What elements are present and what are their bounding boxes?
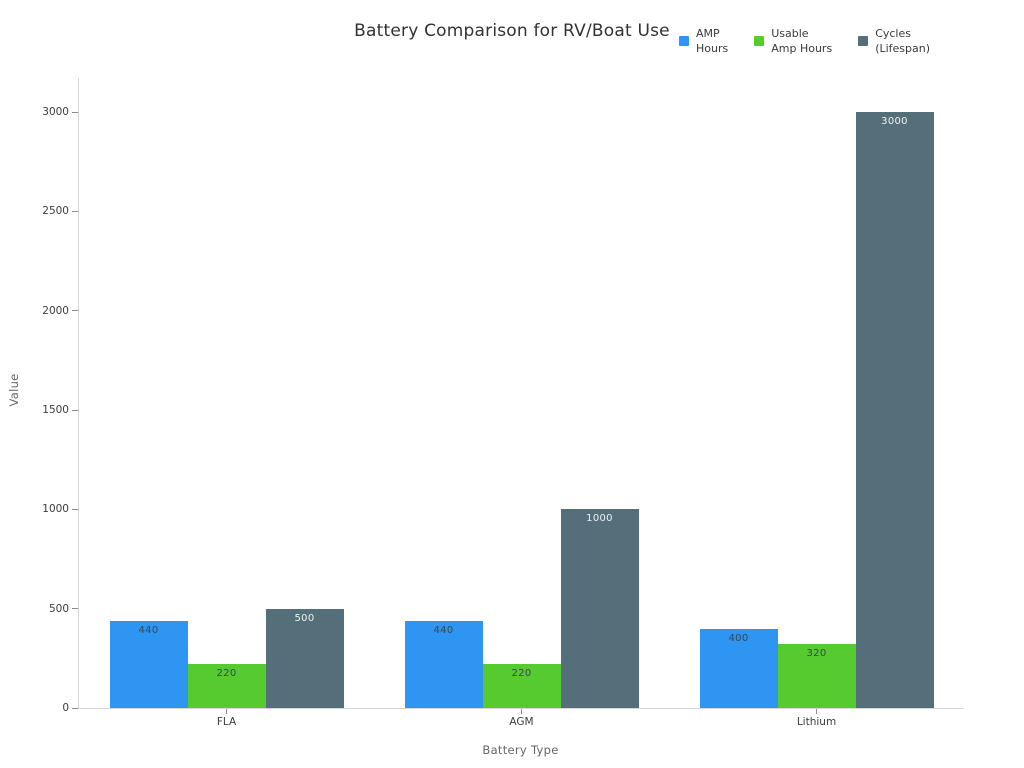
bar-value-label: 3000	[881, 116, 908, 127]
bar-value-label: 500	[294, 612, 315, 624]
bar-cycles-lifespan--fla: 500	[265, 608, 344, 708]
legend-label: Usable Amp Hours	[771, 27, 833, 55]
x-tick-label: AGM	[509, 716, 534, 728]
y-tick	[72, 111, 78, 113]
y-tick	[72, 508, 78, 510]
x-tick	[226, 709, 227, 714]
bar-amp-hours-agm: 440	[404, 620, 483, 708]
legend-label: Cycles (Lifespan)	[875, 27, 931, 55]
x-tick-label: FLA	[216, 716, 237, 728]
y-tick-label: 2000	[42, 304, 69, 317]
legend-item: Cycles (Lifespan)	[858, 26, 930, 56]
legend-label: AMP Hours	[696, 27, 729, 55]
x-tick	[521, 709, 522, 714]
y-tick	[72, 310, 78, 312]
legend-swatch-icon	[754, 36, 765, 46]
y-tick-label: 500	[48, 602, 69, 615]
bar-usable-amp-hours-lithium: 320	[777, 644, 856, 708]
bar-usable-amp-hours-agm: 220	[482, 664, 561, 708]
bar-value-label: 400	[728, 632, 749, 644]
x-tick-label: Lithium	[796, 716, 837, 728]
bar-value-label: 440	[138, 624, 159, 636]
bar-value-label: 220	[511, 668, 532, 680]
bar-value-label: 220	[216, 668, 237, 680]
y-axis-title: Value	[7, 373, 21, 407]
bar-cycles-lifespan--agm: 1000	[560, 509, 639, 708]
bar-amp-hours-fla: 440	[109, 620, 188, 708]
x-tick	[816, 709, 817, 714]
legend-item: AMP Hours	[679, 26, 728, 56]
legend: AMP Hours Usable Amp Hours Cycles (Lifespan)	[679, 26, 930, 56]
y-tick	[72, 608, 78, 610]
legend-swatch-icon	[858, 36, 869, 46]
legend-swatch-icon	[679, 36, 689, 46]
y-tick	[72, 210, 78, 212]
chart-title: Battery Comparison for RV/Boat Use	[354, 21, 670, 41]
bar-value-label: 1000	[586, 513, 613, 525]
bar-amp-hours-lithium: 400	[699, 628, 778, 708]
y-tick	[72, 409, 78, 411]
y-tick	[72, 707, 78, 709]
x-axis-title: Battery Type	[482, 743, 559, 757]
y-tick-label: 3000	[42, 106, 69, 118]
legend-item: Usable Amp Hours	[754, 26, 832, 56]
bar-usable-amp-hours-fla: 220	[187, 664, 266, 708]
y-tick-label: 1000	[42, 503, 69, 516]
plot-area: 0 500 1000 1500 2000 2500 3000 FLA 440 220 500 AGM 4…	[42, 78, 964, 728]
bar-value-label: 320	[806, 648, 827, 660]
y-tick-label: 2500	[42, 205, 69, 218]
y-tick-label: 0	[62, 702, 69, 714]
bar-cycles-lifespan--lithium: 3000	[855, 112, 934, 708]
y-tick-label: 1500	[42, 404, 69, 416]
bar-value-label: 440	[433, 624, 454, 636]
